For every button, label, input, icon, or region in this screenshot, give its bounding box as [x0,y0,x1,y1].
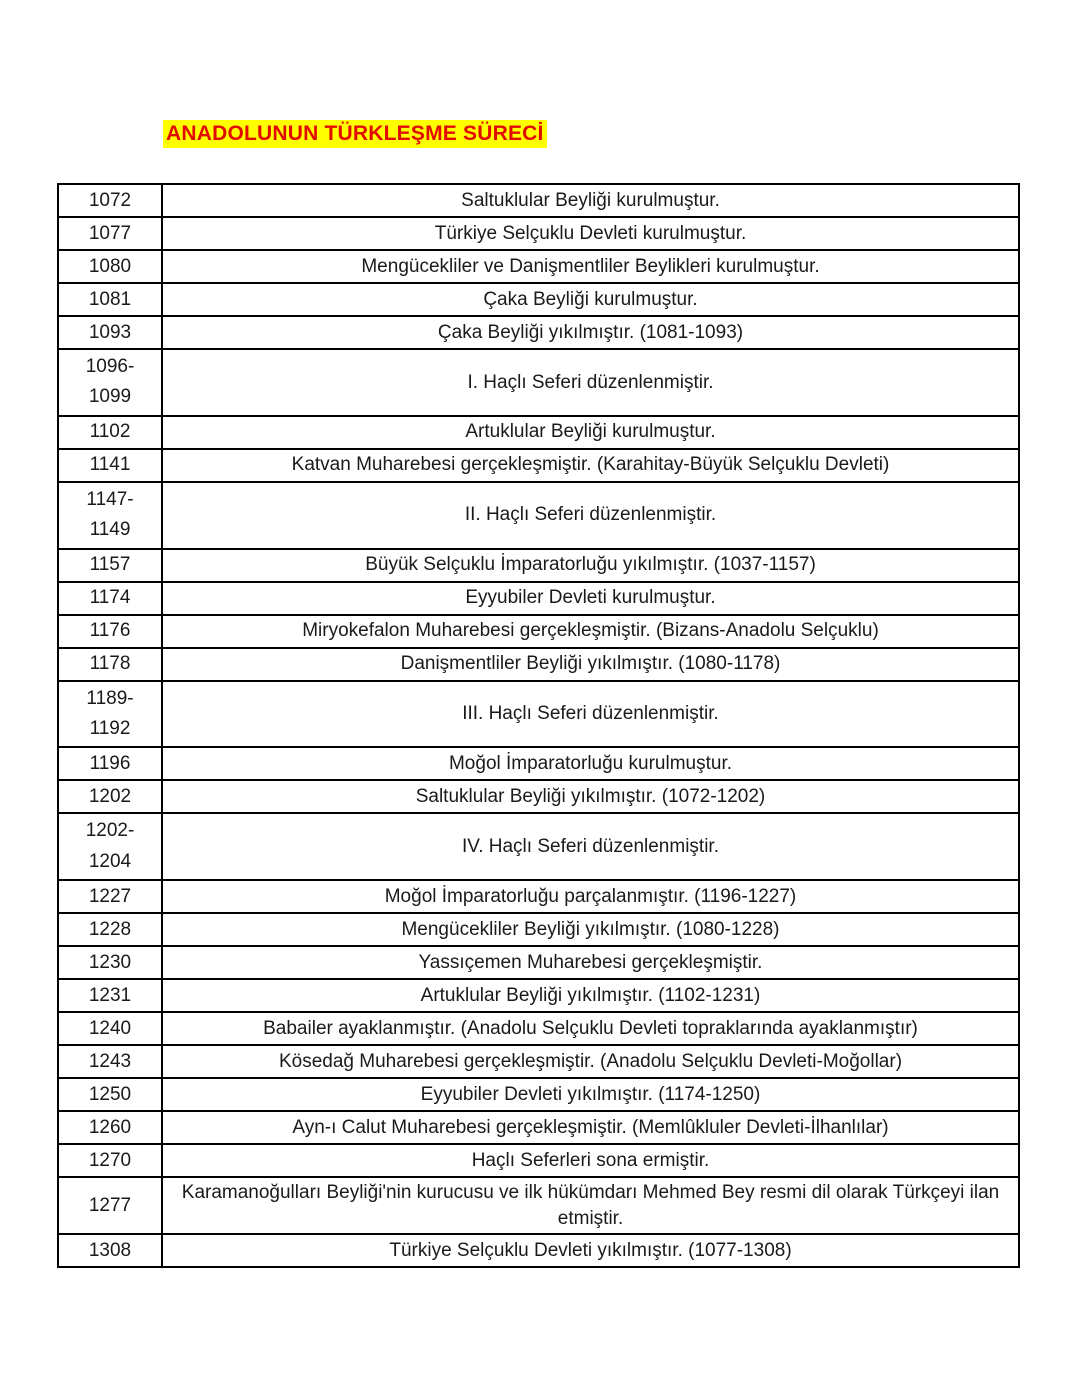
table-row: 1147- 1149 II. Haçlı Seferi düzenlenmişti… [57,480,1020,550]
year-cell: 1308 [57,1233,163,1269]
year-cell: 1189- 1192 [57,679,163,749]
year-cell: 1157 [57,547,163,583]
event-cell: Artuklular Beyliği yıkılmıştır. (1102-12… [161,978,1020,1014]
event-cell: Haçlı Seferleri sona ermiştir. [161,1143,1020,1179]
table-row: 1243 Kösedağ Muharebesi gerçekleşmiştir. … [57,1044,1020,1080]
event-cell: Miryokefalon Muharebesi gerçekleşmiştir.… [161,613,1020,649]
table-row: 1227 Moğol İmparatorluğu parçalanmıştır. … [57,879,1020,915]
year-cell: 1072 [57,183,163,218]
year-cell: 1250 [57,1077,163,1113]
table-row: 1178 Danişmentliler Beyliği yıkılmıştır. … [57,646,1020,682]
table-row: 1260 Ayn-ı Calut Muharebesi gerçekleşmişt… [57,1110,1020,1146]
event-cell: Eyyubiler Devleti yıkılmıştır. (1174-125… [161,1077,1020,1113]
event-cell: Katvan Muharebesi gerçekleşmiştir. (Kara… [161,447,1020,483]
table-row: 1176 Miryokefalon Muharebesi gerçekleşmiş… [57,613,1020,649]
year-cell: 1178 [57,646,163,682]
event-cell: IV. Haçlı Seferi düzenlenmiştir. [161,812,1020,882]
event-cell: Çaka Beyliği yıkılmıştır. (1081-1093) [161,315,1020,350]
year-cell: 1174 [57,580,163,616]
table-row: 1230 Yassıçemen Muharebesi gerçekleşmişti… [57,945,1020,981]
event-cell: Babailer ayaklanmıştır. (Anadolu Selçukl… [161,1011,1020,1047]
table-row: 1102 Artuklular Beyliği kurulmuştur. [57,414,1020,450]
year-cell: 1243 [57,1044,163,1080]
timeline-table-body: 1072 Saltuklular Beyliği kurulmuştur. 1077… [57,183,1020,1269]
year-cell: 1176 [57,613,163,649]
table-row: 1096- 1099 I. Haçlı Seferi düzenlenmiştir… [57,348,1020,417]
year-cell: 1230 [57,945,163,981]
table-row: 1228 Mengücekliler Beyliği yıkılmıştır. (… [57,912,1020,948]
timeline-table: 1072 Saltuklular Beyliği kurulmuştur. 1077… [57,183,1020,1269]
year-cell: 1277 [57,1176,163,1236]
table-row: 1080 Mengücekliler ve Danişmentliler Beyl… [57,249,1020,284]
table-row: 1189- 1192 III. Haçlı Seferi düzenlenmişt… [57,679,1020,749]
event-cell: Çaka Beyliği kurulmuştur. [161,282,1020,317]
event-cell: Saltuklular Beyliği kurulmuştur. [161,183,1020,218]
year-cell: 1260 [57,1110,163,1146]
page-title: ANADOLUNUN TÜRKLEŞME SÜRECİ [163,120,547,148]
event-cell: Türkiye Selçuklu Devleti yıkılmıştır. (1… [161,1233,1020,1269]
year-cell: 1227 [57,879,163,915]
year-cell: 1077 [57,216,163,251]
event-cell: Saltuklular Beyliği yıkılmıştır. (1072-1… [161,779,1020,815]
event-cell: Karamanoğulları Beyliği'nin kurucusu ve … [161,1176,1020,1236]
event-cell: Türkiye Selçuklu Devleti kurulmuştur. [161,216,1020,251]
event-cell: Büyük Selçuklu İmparatorluğu yıkılmıştır… [161,547,1020,583]
event-cell: Kösedağ Muharebesi gerçekleşmiştir. (Ana… [161,1044,1020,1080]
table-row: 1081 Çaka Beyliği kurulmuştur. [57,282,1020,317]
event-cell: Danişmentliler Beyliği yıkılmıştır. (108… [161,646,1020,682]
event-cell: I. Haçlı Seferi düzenlenmiştir. [161,348,1020,417]
event-cell: Yassıçemen Muharebesi gerçekleşmiştir. [161,945,1020,981]
table-row: 1196 Moğol İmparatorluğu kurulmuştur. [57,746,1020,782]
year-cell: 1240 [57,1011,163,1047]
year-cell: 1196 [57,746,163,782]
year-cell: 1096- 1099 [57,348,163,417]
table-row: 1240 Babailer ayaklanmıştır. (Anadolu Sel… [57,1011,1020,1047]
event-cell: Moğol İmparatorluğu kurulmuştur. [161,746,1020,782]
table-row: 1277 Karamanoğulları Beyliği'nin kurucusu… [57,1176,1020,1236]
event-cell: II. Haçlı Seferi düzenlenmiştir. [161,480,1020,550]
event-cell: Ayn-ı Calut Muharebesi gerçekleşmiştir. … [161,1110,1020,1146]
event-cell: Artuklular Beyliği kurulmuştur. [161,414,1020,450]
table-row: 1270 Haçlı Seferleri sona ermiştir. [57,1143,1020,1179]
year-cell: 1081 [57,282,163,317]
table-row: 1157 Büyük Selçuklu İmparatorluğu yıkılmı… [57,547,1020,583]
table-row: 1141 Katvan Muharebesi gerçekleşmiştir. (… [57,447,1020,483]
year-cell: 1202 [57,779,163,815]
year-cell: 1270 [57,1143,163,1179]
year-cell: 1080 [57,249,163,284]
table-row: 1308 Türkiye Selçuklu Devleti yıkılmıştır… [57,1233,1020,1269]
year-cell: 1228 [57,912,163,948]
table-row: 1072 Saltuklular Beyliği kurulmuştur. [57,183,1020,218]
year-cell: 1141 [57,447,163,483]
event-cell: III. Haçlı Seferi düzenlenmiştir. [161,679,1020,749]
year-cell: 1102 [57,414,163,450]
year-cell: 1231 [57,978,163,1014]
event-cell: Eyyubiler Devleti kurulmuştur. [161,580,1020,616]
event-cell: Mengücekliler Beyliği yıkılmıştır. (1080… [161,912,1020,948]
table-row: 1202 Saltuklular Beyliği yıkılmıştır. (10… [57,779,1020,815]
table-row: 1250 Eyyubiler Devleti yıkılmıştır. (1174… [57,1077,1020,1113]
table-row: 1202- 1204 IV. Haçlı Seferi düzenlenmişti… [57,812,1020,882]
table-row: 1231 Artuklular Beyliği yıkılmıştır. (110… [57,978,1020,1014]
year-cell: 1147- 1149 [57,480,163,550]
event-cell: Moğol İmparatorluğu parçalanmıştır. (119… [161,879,1020,915]
event-cell: Mengücekliler ve Danişmentliler Beylikle… [161,249,1020,284]
year-cell: 1093 [57,315,163,350]
table-row: 1174 Eyyubiler Devleti kurulmuştur. [57,580,1020,616]
table-row: 1077 Türkiye Selçuklu Devleti kurulmuştur… [57,216,1020,251]
table-row: 1093 Çaka Beyliği yıkılmıştır. (1081-1093… [57,315,1020,350]
year-cell: 1202- 1204 [57,812,163,882]
